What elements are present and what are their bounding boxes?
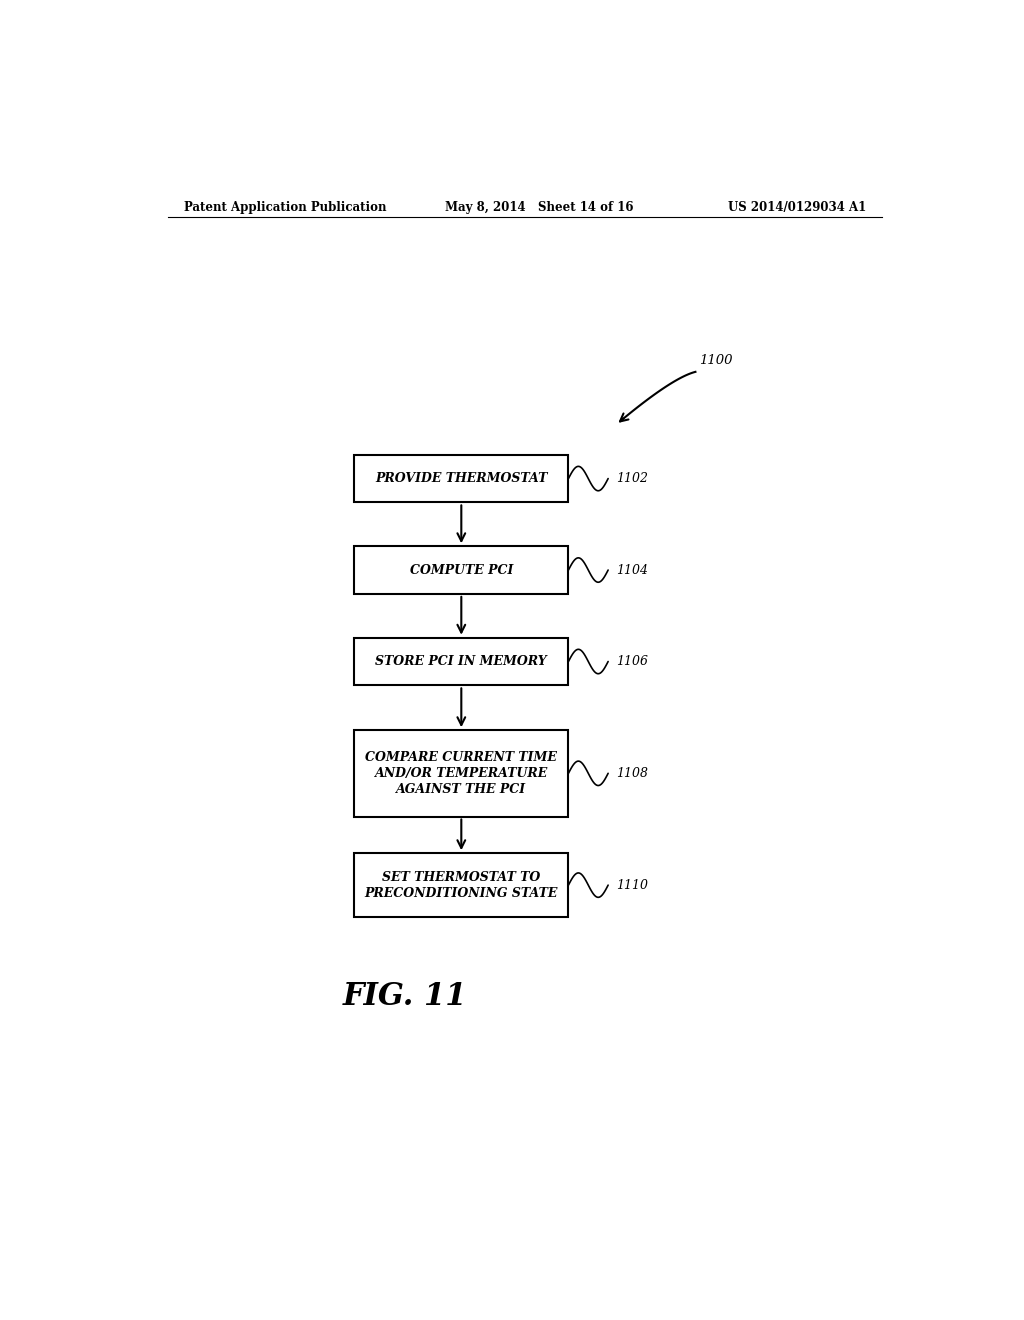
Text: Patent Application Publication: Patent Application Publication <box>183 201 386 214</box>
Text: 1106: 1106 <box>616 655 648 668</box>
Bar <box>354 638 568 685</box>
Text: 1100: 1100 <box>699 354 733 367</box>
Text: 1102: 1102 <box>616 473 648 484</box>
Text: STORE PCI IN MEMORY: STORE PCI IN MEMORY <box>376 655 547 668</box>
Text: 1104: 1104 <box>616 564 648 577</box>
Text: 1108: 1108 <box>616 767 648 780</box>
Bar <box>354 454 568 503</box>
Text: COMPARE CURRENT TIME
AND/OR TEMPERATURE
AGAINST THE PCI: COMPARE CURRENT TIME AND/OR TEMPERATURE … <box>366 751 557 796</box>
Text: US 2014/0129034 A1: US 2014/0129034 A1 <box>728 201 866 214</box>
Bar <box>354 853 568 917</box>
Text: PROVIDE THERMOSTAT: PROVIDE THERMOSTAT <box>375 473 548 484</box>
Bar <box>354 546 568 594</box>
Bar <box>354 730 568 817</box>
Text: May 8, 2014   Sheet 14 of 16: May 8, 2014 Sheet 14 of 16 <box>445 201 634 214</box>
Text: FIG. 11: FIG. 11 <box>342 982 467 1012</box>
Text: 1110: 1110 <box>616 879 648 891</box>
Text: COMPUTE PCI: COMPUTE PCI <box>410 564 513 577</box>
Text: SET THERMOSTAT TO
PRECONDITIONING STATE: SET THERMOSTAT TO PRECONDITIONING STATE <box>365 871 558 900</box>
